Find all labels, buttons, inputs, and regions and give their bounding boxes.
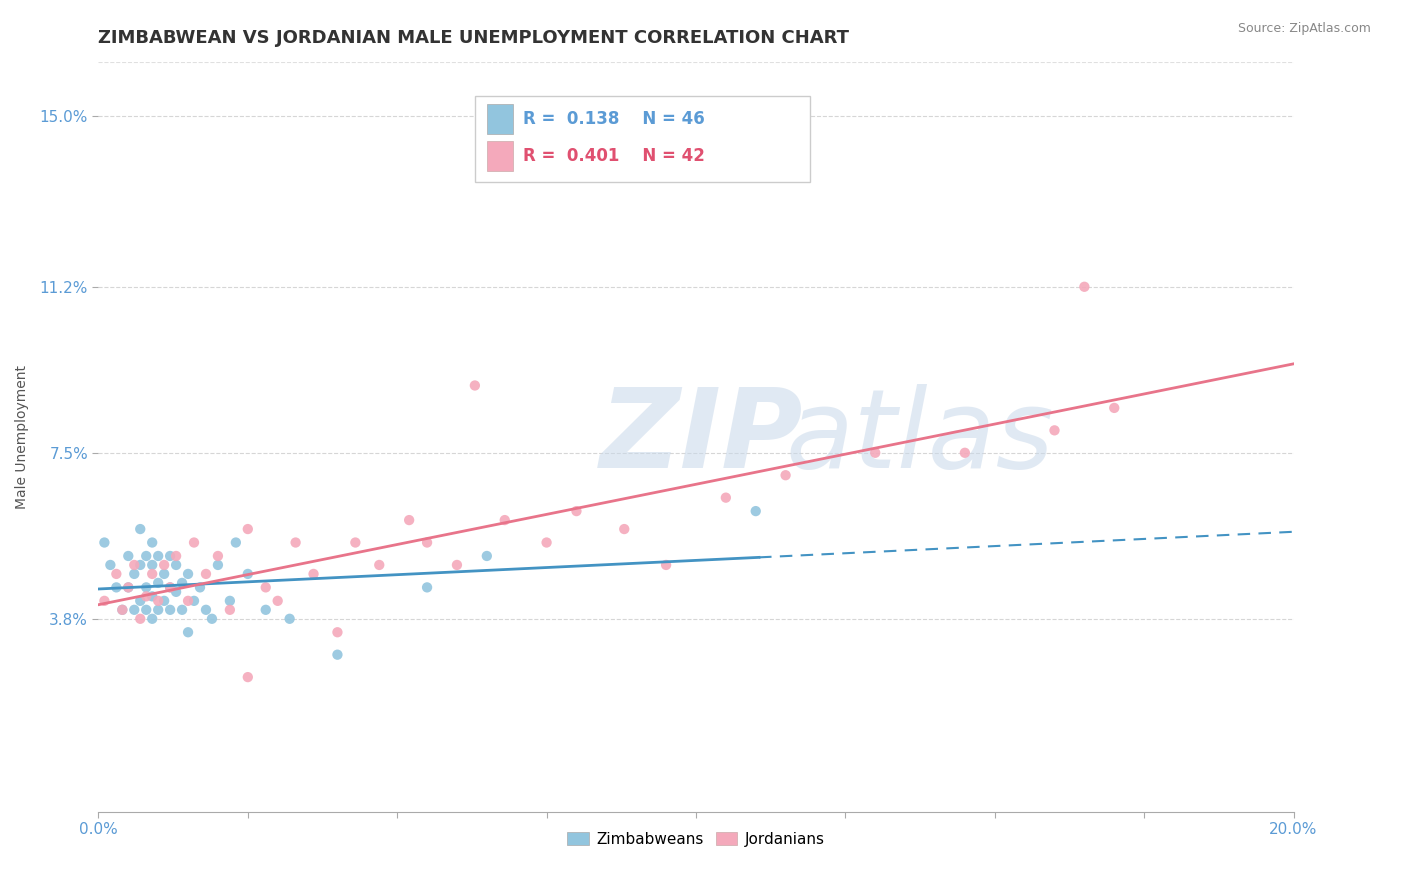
Point bbox=[105, 581, 128, 595]
FancyBboxPatch shape bbox=[486, 103, 513, 134]
Point bbox=[124, 558, 146, 572]
Point bbox=[124, 566, 146, 581]
Point bbox=[613, 522, 636, 536]
Point bbox=[135, 549, 157, 563]
Legend: Zimbabweans, Jordanians: Zimbabweans, Jordanians bbox=[561, 825, 831, 853]
Point bbox=[148, 575, 170, 590]
Point bbox=[172, 575, 194, 590]
Point bbox=[236, 670, 259, 684]
Text: R =  0.138    N = 46: R = 0.138 N = 46 bbox=[523, 110, 704, 128]
Point bbox=[267, 594, 290, 608]
Point bbox=[153, 594, 176, 608]
Point bbox=[464, 378, 486, 392]
Point bbox=[159, 549, 181, 563]
Point bbox=[129, 522, 152, 536]
Point bbox=[165, 585, 187, 599]
Point bbox=[326, 625, 349, 640]
Point bbox=[655, 558, 678, 572]
Point bbox=[344, 535, 367, 549]
Point bbox=[219, 594, 242, 608]
Point bbox=[129, 558, 152, 572]
Point bbox=[219, 603, 242, 617]
Point bbox=[284, 535, 307, 549]
Point bbox=[201, 612, 224, 626]
Point bbox=[141, 566, 163, 581]
Point bbox=[254, 603, 277, 617]
Point bbox=[475, 549, 498, 563]
Point bbox=[865, 446, 887, 460]
Point bbox=[1043, 423, 1066, 437]
Point bbox=[111, 603, 134, 617]
Point bbox=[141, 590, 163, 604]
Point bbox=[148, 594, 170, 608]
Y-axis label: Male Unemployment: Male Unemployment bbox=[14, 365, 28, 509]
Point bbox=[188, 581, 211, 595]
Point bbox=[165, 558, 187, 572]
Point bbox=[135, 603, 157, 617]
FancyBboxPatch shape bbox=[475, 96, 810, 182]
Point bbox=[207, 558, 229, 572]
Point bbox=[368, 558, 391, 572]
Point bbox=[416, 581, 439, 595]
Point bbox=[183, 594, 205, 608]
Point bbox=[172, 603, 194, 617]
Point bbox=[135, 581, 157, 595]
Point bbox=[775, 468, 797, 483]
Point bbox=[177, 625, 200, 640]
Point bbox=[148, 603, 170, 617]
Point bbox=[165, 549, 187, 563]
Point bbox=[135, 590, 157, 604]
Point bbox=[302, 566, 325, 581]
Text: ZIMBABWEAN VS JORDANIAN MALE UNEMPLOYMENT CORRELATION CHART: ZIMBABWEAN VS JORDANIAN MALE UNEMPLOYMEN… bbox=[98, 29, 849, 47]
Point bbox=[195, 603, 218, 617]
Point bbox=[159, 603, 181, 617]
Text: Source: ZipAtlas.com: Source: ZipAtlas.com bbox=[1237, 22, 1371, 36]
Point bbox=[159, 581, 181, 595]
Point bbox=[278, 612, 301, 626]
Point bbox=[93, 594, 115, 608]
Point bbox=[141, 612, 163, 626]
Point bbox=[111, 603, 134, 617]
Point bbox=[105, 566, 128, 581]
Point bbox=[129, 594, 152, 608]
Point bbox=[745, 504, 768, 518]
Point bbox=[141, 558, 163, 572]
Point bbox=[1104, 401, 1126, 415]
Point bbox=[124, 603, 146, 617]
Point bbox=[416, 535, 439, 549]
Text: atlas: atlas bbox=[786, 384, 1054, 491]
Point bbox=[148, 549, 170, 563]
Point bbox=[236, 566, 259, 581]
Point bbox=[177, 594, 200, 608]
Point bbox=[254, 581, 277, 595]
Text: R =  0.401    N = 42: R = 0.401 N = 42 bbox=[523, 147, 704, 165]
Point bbox=[207, 549, 229, 563]
Point bbox=[117, 581, 139, 595]
Point bbox=[326, 648, 349, 662]
Point bbox=[117, 581, 139, 595]
Point bbox=[1073, 279, 1095, 293]
Point bbox=[159, 581, 181, 595]
Point bbox=[565, 504, 588, 518]
Point bbox=[446, 558, 468, 572]
Point bbox=[129, 612, 152, 626]
Point bbox=[141, 535, 163, 549]
Point bbox=[953, 446, 976, 460]
Point bbox=[536, 535, 558, 549]
Point bbox=[183, 535, 205, 549]
Point bbox=[177, 566, 200, 581]
Point bbox=[153, 558, 176, 572]
Point bbox=[195, 566, 218, 581]
Point bbox=[494, 513, 516, 527]
Point bbox=[398, 513, 420, 527]
Point bbox=[153, 566, 176, 581]
Point bbox=[236, 522, 259, 536]
Text: ZIP: ZIP bbox=[600, 384, 804, 491]
FancyBboxPatch shape bbox=[486, 141, 513, 171]
Point bbox=[98, 558, 122, 572]
Point bbox=[93, 535, 115, 549]
Point bbox=[117, 549, 139, 563]
Point bbox=[225, 535, 247, 549]
Point bbox=[714, 491, 737, 505]
